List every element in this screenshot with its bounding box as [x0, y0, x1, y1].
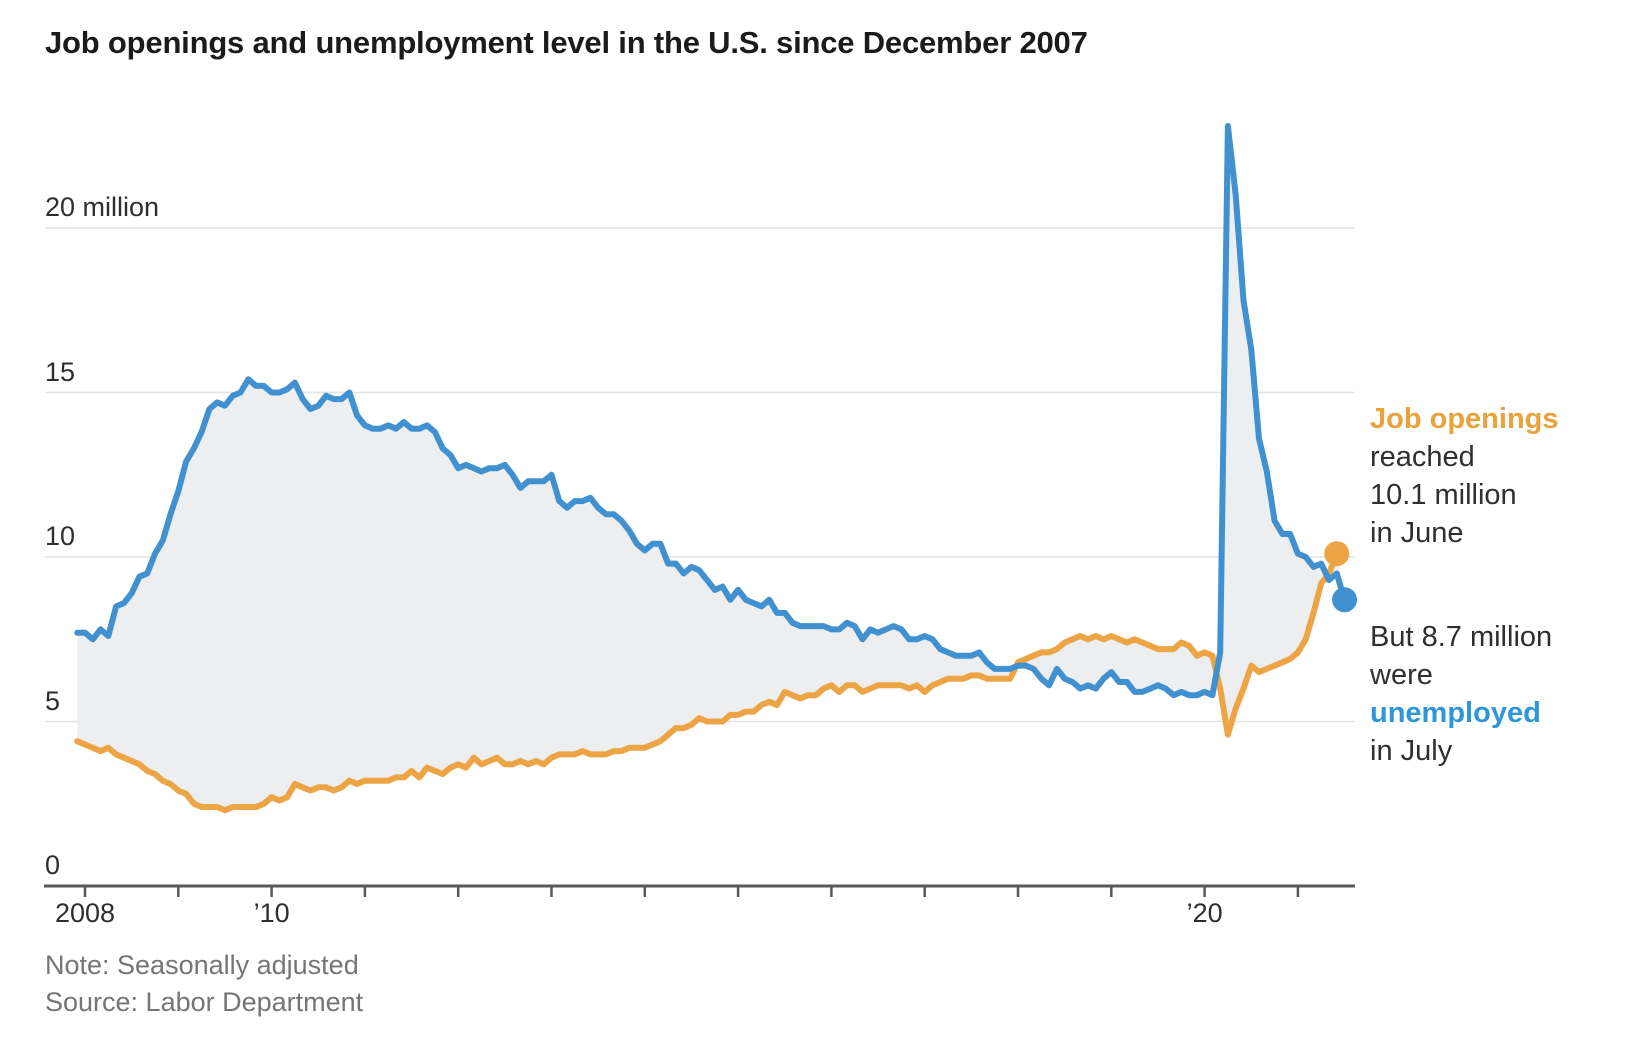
- area-between-series: [77, 126, 1345, 811]
- annotation-unemployed-line4: in July: [1370, 735, 1453, 767]
- annotation-unemployed-line2: were: [1370, 659, 1433, 691]
- x-axis-label: ’20: [1186, 898, 1223, 928]
- annotation-unemployed-line1: But 8.7 million: [1370, 621, 1553, 653]
- source-text: Source: Labor Department: [45, 987, 364, 1017]
- annotation-unemployed-line3: unemployed: [1370, 697, 1541, 729]
- annotation-openings-line2: reached: [1370, 441, 1475, 473]
- annotation-openings-line1: Job openings: [1370, 403, 1559, 435]
- note-text: Note: Seasonally adjusted: [45, 950, 359, 980]
- footnote: Note: Seasonally adjusted Source: Labor …: [45, 947, 363, 1021]
- x-axis-label: ’10: [253, 898, 290, 928]
- unemployment-line: [74, 123, 1348, 699]
- chart-title: Job openings and unemployment level in t…: [45, 25, 1088, 60]
- annotation-unemployed: But 8.7 million were unemployed in July: [1370, 618, 1552, 770]
- y-axis-label: 20 million: [45, 192, 160, 222]
- y-axis-label: 10: [45, 521, 76, 551]
- x-axis-label: 2008: [54, 898, 116, 928]
- y-axis-label: 5: [45, 685, 61, 716]
- annotation-openings-line4: in June: [1370, 517, 1464, 549]
- annotation-job-openings: Job openings reached 10.1 million in Jun…: [1370, 400, 1559, 552]
- annotation-openings-line3: 10.1 million: [1370, 479, 1517, 511]
- job-openings-endpoint-dot: [1324, 541, 1350, 567]
- y-axis-label: 15: [45, 356, 76, 387]
- y-axis-label: 0: [45, 850, 61, 880]
- job-openings-line: [74, 550, 1340, 814]
- unemployment-endpoint-dot: [1332, 587, 1358, 613]
